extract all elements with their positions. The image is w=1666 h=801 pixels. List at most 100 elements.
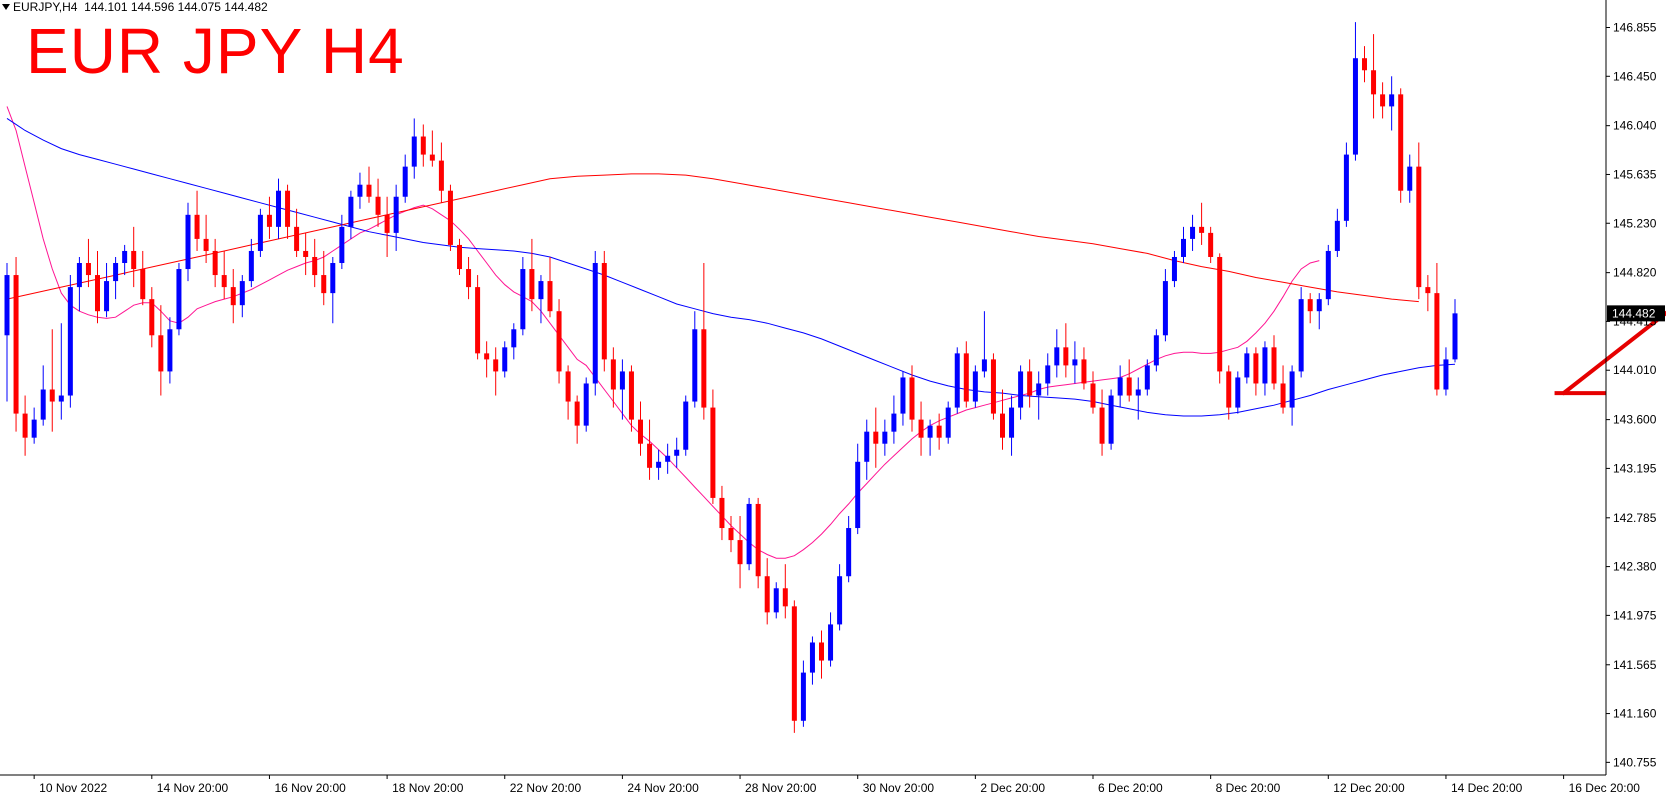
- candle-body: [140, 269, 146, 300]
- bearish-candle: [13, 256, 19, 432]
- candle-body: [1226, 371, 1232, 408]
- ma-fast-line: [6, 106, 1320, 559]
- bearish-candle: [819, 630, 824, 679]
- bearish-candle: [1126, 359, 1132, 402]
- candle-body: [176, 269, 182, 330]
- bearish-candle: [457, 238, 462, 276]
- candle-body: [1298, 299, 1304, 372]
- bullish-candle: [348, 190, 354, 239]
- bullish-candle: [76, 256, 82, 312]
- bullish-candle: [113, 256, 119, 300]
- candle-body: [764, 576, 770, 613]
- ohlc-values: 144.101 144.596 144.075 144.482: [84, 0, 268, 14]
- bullish-candle: [1352, 22, 1358, 161]
- candle-body: [755, 503, 761, 577]
- candle-body: [257, 214, 263, 251]
- candle-body: [312, 256, 318, 276]
- candle-body: [13, 275, 19, 414]
- y-tick-label: 145.230: [1613, 216, 1657, 230]
- candle-body: [1054, 347, 1060, 366]
- candle-body: [230, 287, 236, 306]
- x-tick-label: 30 Nov 20:00: [863, 781, 935, 795]
- candle-body: [366, 184, 372, 197]
- candle-body: [276, 190, 281, 227]
- candle-body: [1352, 58, 1358, 155]
- candle-body: [393, 196, 399, 233]
- candle-body: [294, 226, 300, 251]
- candle-body: [1027, 371, 1033, 396]
- bearish-candle: [782, 564, 788, 619]
- x-tick-label: 12 Dec 20:00: [1333, 781, 1405, 795]
- candle-body: [167, 329, 173, 372]
- bearish-candle: [85, 238, 91, 288]
- candle-body: [972, 371, 978, 402]
- candle-body: [1316, 299, 1322, 312]
- bullish-candle: [1244, 347, 1250, 384]
- candle-body: [791, 606, 797, 721]
- candle-body: [656, 461, 662, 468]
- candle-body: [285, 190, 291, 227]
- bearish-candle: [1425, 275, 1431, 312]
- candle-body: [1090, 383, 1096, 408]
- candle-body: [1162, 281, 1168, 336]
- y-tick-label: 142.380: [1613, 560, 1657, 574]
- candle-body: [628, 371, 634, 420]
- bullish-candle: [185, 202, 191, 282]
- bearish-candle: [285, 184, 291, 239]
- candle-body: [348, 196, 354, 227]
- candle-body: [900, 377, 906, 414]
- candle-body: [1271, 347, 1277, 384]
- y-tick-label: 146.040: [1613, 119, 1657, 133]
- candle-body: [701, 329, 707, 408]
- bearish-candle: [1371, 34, 1377, 119]
- candle-body: [1416, 166, 1422, 288]
- candle-body: [1063, 347, 1069, 366]
- bearish-candle: [1416, 142, 1422, 300]
- candle-body: [438, 160, 444, 191]
- candle-body: [520, 269, 526, 330]
- x-tick-label: 22 Nov 20:00: [510, 781, 582, 795]
- bearish-candle: [149, 287, 155, 348]
- bearish-candle: [990, 353, 996, 420]
- bullish-candle: [1325, 244, 1331, 306]
- bearish-candle: [647, 419, 653, 480]
- bullish-candle: [167, 317, 173, 384]
- candle-body: [1217, 256, 1223, 372]
- bearish-candle: [1090, 371, 1096, 414]
- bullish-candle: [1407, 154, 1413, 203]
- bearish-candle: [1099, 389, 1105, 456]
- candle-body: [1108, 395, 1114, 444]
- chart-info-bar: EURJPY,H4 144.101 144.596 144.075 144.48…: [0, 0, 268, 14]
- bullish-candle: [972, 365, 978, 408]
- candle-body: [357, 184, 363, 197]
- candle-body: [647, 443, 653, 468]
- bullish-candle: [1054, 329, 1060, 378]
- candle-body: [447, 190, 453, 245]
- chart-annotation-title: EUR JPY H4: [26, 15, 405, 87]
- bearish-candle: [1000, 389, 1005, 450]
- bullish-candle: [257, 208, 263, 257]
- candle-body: [1434, 293, 1440, 390]
- bearish-candle: [1271, 335, 1277, 390]
- candle-body: [402, 166, 408, 197]
- candle-body: [638, 419, 643, 444]
- bearish-candle: [529, 238, 535, 312]
- candle-body: [221, 275, 227, 288]
- bearish-candle: [438, 142, 444, 203]
- bullish-candle: [502, 341, 508, 378]
- bullish-candle: [1343, 142, 1349, 227]
- bearish-candle: [1027, 359, 1033, 408]
- candle-body: [131, 250, 137, 270]
- y-tick-label: 144.010: [1613, 363, 1657, 377]
- bearish-candle: [918, 401, 924, 456]
- candle-body: [4, 275, 10, 336]
- candle-body: [457, 244, 462, 270]
- dropdown-triangle-icon[interactable]: [2, 4, 10, 10]
- bullish-candle: [1389, 76, 1395, 131]
- bullish-candle: [583, 377, 589, 432]
- bullish-candle: [411, 118, 417, 179]
- bearish-candle: [547, 256, 553, 318]
- candle-body: [538, 281, 544, 300]
